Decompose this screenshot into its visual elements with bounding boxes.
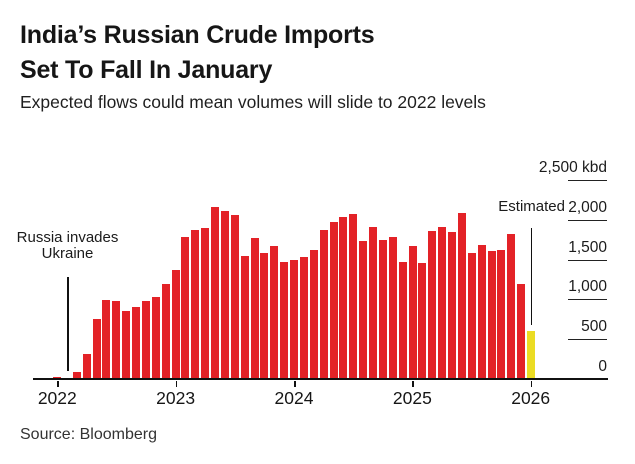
y-tick-label: 1,000 xyxy=(568,278,607,296)
bar xyxy=(240,256,249,379)
bar xyxy=(141,301,150,379)
bar xyxy=(260,253,269,379)
y-tick-label: 500 xyxy=(581,318,607,336)
y-tick-line xyxy=(568,299,607,301)
bar xyxy=(82,354,91,379)
annotation-russia-invades: Russia invades Ukraine xyxy=(0,230,138,261)
bar xyxy=(280,262,289,379)
bar xyxy=(112,301,121,379)
bar xyxy=(349,214,358,379)
x-tick-label: 2022 xyxy=(37,388,77,408)
annotation-russia-invades-line1: Russia invades xyxy=(16,229,119,246)
bar xyxy=(211,207,219,379)
annotation-russia-invades-line2: Ukraine xyxy=(41,244,94,262)
bar xyxy=(181,237,190,379)
x-tick-line xyxy=(530,381,533,387)
y-tick-label: 0 xyxy=(598,358,607,375)
bar xyxy=(339,217,348,379)
bar xyxy=(517,284,526,379)
bar xyxy=(290,260,298,379)
bars-layer xyxy=(53,180,535,379)
bar xyxy=(220,211,229,379)
x-tick-label: 2025 xyxy=(392,388,432,408)
bar xyxy=(398,262,407,379)
bar xyxy=(408,246,417,379)
x-tick-line xyxy=(294,381,296,387)
y-tick-label: 1,500 xyxy=(568,238,607,256)
y-tick-line xyxy=(568,339,607,341)
bar xyxy=(161,284,170,379)
y-tick-label: 2,500 kbd xyxy=(538,159,607,176)
bar xyxy=(151,297,160,379)
bar xyxy=(369,227,377,379)
page-title: India’s Russian Crude Imports Set To Fal… xyxy=(20,18,375,88)
bar xyxy=(299,257,308,379)
bar xyxy=(507,234,516,379)
bar xyxy=(448,232,456,379)
bar xyxy=(378,240,387,379)
y-tick-line xyxy=(568,259,607,261)
bar xyxy=(428,231,437,379)
subtitle: Expected flows could mean volumes will s… xyxy=(20,92,486,112)
bar xyxy=(388,237,397,379)
title-line-2: Set To Fall In January xyxy=(20,56,273,84)
bar xyxy=(201,228,210,379)
x-tick-label: 2023 xyxy=(156,388,196,408)
bar xyxy=(309,250,318,379)
x-tick-line xyxy=(412,381,414,387)
title-line-1: India’s Russian Crude Imports xyxy=(20,21,375,49)
bar xyxy=(72,372,81,379)
annotation-russia-invades-pointer-line xyxy=(67,277,69,371)
bar xyxy=(270,246,279,379)
bar xyxy=(418,263,427,379)
bar xyxy=(359,241,368,379)
bar xyxy=(497,250,506,379)
x-axis-line xyxy=(33,378,608,380)
bar xyxy=(319,230,328,379)
bar xyxy=(487,251,496,379)
y-tick-line xyxy=(568,219,607,221)
bar xyxy=(329,222,338,379)
x-tick-label: 2024 xyxy=(274,388,314,408)
y-tick-line xyxy=(568,180,607,181)
annotation-estimated-label: Estimated xyxy=(498,198,565,215)
x-tick-line xyxy=(57,381,59,387)
bar xyxy=(438,227,447,379)
source-credit: Source: Bloomberg xyxy=(20,426,157,443)
bar xyxy=(457,213,466,379)
bar xyxy=(132,307,140,379)
bar xyxy=(102,300,111,379)
bar xyxy=(467,253,476,379)
bar xyxy=(250,238,259,379)
annotation-estimated-pointer-line xyxy=(530,228,532,325)
bar xyxy=(230,215,239,379)
bar-estimated xyxy=(527,331,535,379)
x-tick-label: 2026 xyxy=(511,388,551,408)
bar xyxy=(92,319,101,379)
y-tick-label: 2,000 xyxy=(568,198,607,216)
bar xyxy=(171,270,180,379)
x-tick-line xyxy=(175,381,178,387)
bar xyxy=(477,245,486,379)
bar xyxy=(122,311,131,379)
bar xyxy=(191,230,200,379)
